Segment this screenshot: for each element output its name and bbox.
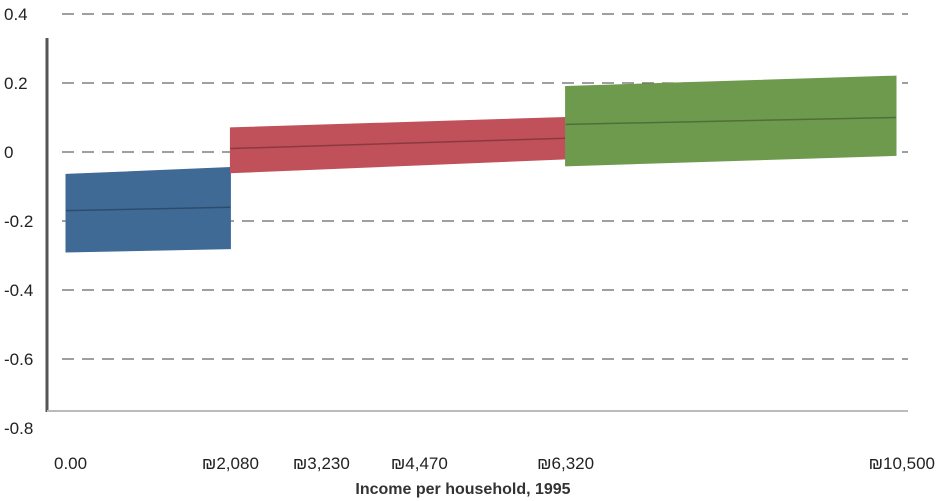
x-tick-label-5: ₪10,500 xyxy=(869,454,935,473)
x-tick-labels: 0.00 ₪2,080 ₪3,230 ₪4,470 ₪6,320 ₪10,500 xyxy=(54,454,935,473)
y-tick-label-4: -0.4 xyxy=(4,281,33,300)
y-tick-labels: 0.4 0.2 0 -0.2 -0.4 -0.6 -0.8 xyxy=(4,5,33,438)
band-3-midline xyxy=(565,116,897,126)
y-tick-label-6: -0.8 xyxy=(4,419,33,438)
x-tick-label-4: ₪6,320 xyxy=(537,454,594,473)
y-tick-label-0: 0.4 xyxy=(4,5,28,24)
x-tick-label-1: ₪2,080 xyxy=(202,454,259,473)
band-1-midline xyxy=(65,206,231,212)
band-3 xyxy=(565,75,897,167)
bands xyxy=(65,75,897,253)
x-tick-label-3: ₪4,470 xyxy=(391,454,448,473)
x-tick-label-2: ₪3,230 xyxy=(293,454,350,473)
y-tick-label-5: -0.6 xyxy=(4,350,33,369)
x-axis-title: Income per household, 1995 xyxy=(355,481,570,498)
y-tick-label-1: 0.2 xyxy=(4,74,28,93)
y-tick-label-2: 0 xyxy=(4,143,13,162)
band-1 xyxy=(65,167,231,253)
y-tick-label-3: -0.2 xyxy=(4,212,33,231)
band-2-midline xyxy=(230,137,566,150)
x-tick-label-0: 0.00 xyxy=(54,454,87,473)
